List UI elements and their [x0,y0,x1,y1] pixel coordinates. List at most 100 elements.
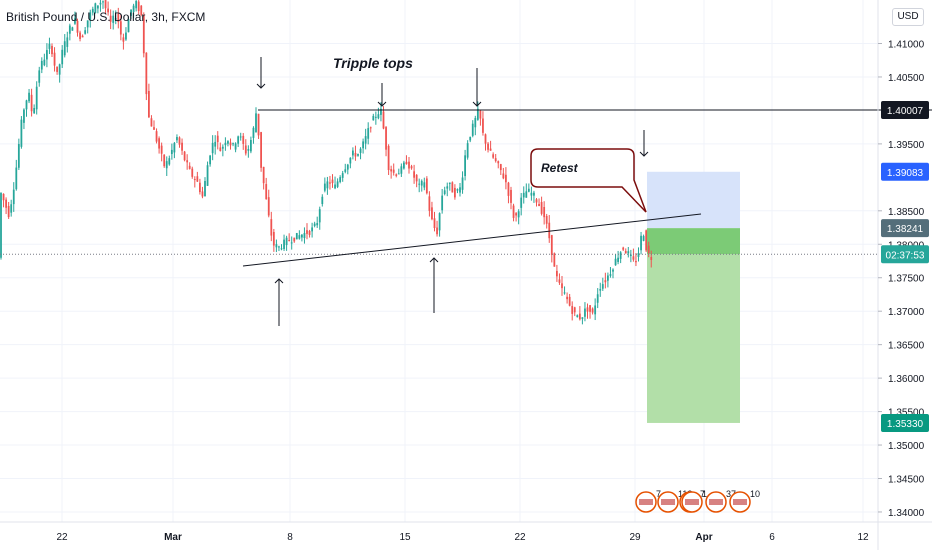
price-tick-label: 1.37000 [888,307,925,318]
candle-body [196,176,199,182]
candle-body [512,205,515,218]
symbol-title[interactable]: British Pound / U.S. Dollar, 3h, FXCM [6,10,206,24]
candle-body [619,252,622,259]
candle-body [469,136,472,141]
candle-body [170,149,173,155]
time-axis[interactable]: 22 Mar 8 15 22 29 Apr 6 12 [56,532,869,543]
candle-body [191,168,194,177]
candle-body [627,251,630,254]
currency-selector[interactable]: USD [892,8,924,26]
candle-body [51,45,53,55]
candle-body [46,50,48,60]
candle-body [81,35,84,38]
candle-body [43,59,46,66]
candle-body [33,108,36,114]
price-badges: 1.40007 1.39083 1.38241 02:37:53 1.35330 [881,100,929,432]
candle-body [545,215,548,224]
candle-body [456,189,459,191]
candle-body [571,306,574,314]
candle-body [74,18,76,24]
candle-body [408,161,410,169]
candle-body [622,247,625,250]
candle-body [84,30,87,34]
candle-body [321,196,324,205]
candle-body [265,184,268,200]
candle-body [17,144,20,168]
price-tick-label: 1.39500 [888,140,925,151]
candle-body [234,143,237,150]
flag-stripe [661,499,675,505]
candle-body [433,218,436,228]
price-tick-label: 1.37500 [888,274,925,285]
candle-body [109,15,112,22]
candle-body [466,143,469,158]
candle-body [558,279,561,283]
candle-body [474,118,477,128]
event-count-label: 37 [726,489,736,499]
down-arrow-head [639,151,649,157]
candle-body [260,132,262,168]
time-tick-label: 8 [287,532,293,543]
candle-body [650,256,653,261]
candle-body [374,116,377,118]
down-arrow-head [256,83,266,89]
candle-body [160,145,163,154]
candle-body [640,235,642,251]
candle-body [624,250,627,254]
candle-body [499,164,502,171]
down-arrow-head [472,101,482,107]
candle-body [533,192,535,196]
candle-body [306,230,308,234]
candle-body [5,199,7,208]
candle-body [635,261,637,263]
candle-body [20,119,23,147]
candle-body [359,148,362,153]
candle-body [494,158,497,162]
candle-body [63,41,66,56]
candle-body [97,5,99,9]
candle-body [441,195,444,211]
price-badge [881,162,929,181]
candle-body [550,235,553,255]
down-arrow-head [377,101,387,107]
candle-body [173,143,176,153]
candle-body [15,167,18,190]
price-tick-label: 1.34500 [888,475,925,486]
candle-body [561,283,563,289]
candle-body [193,179,196,181]
candle-body [413,171,415,178]
event-count-label: 7 [656,489,661,499]
candle-body [183,151,186,161]
candle-body [204,181,206,197]
candle-body [308,230,311,235]
candle-body [489,148,492,151]
candle-body [86,20,89,28]
candle-body [303,233,306,239]
chart-annotations: Tripple tops Retest [333,55,647,213]
time-tick-label: 12 [857,532,869,543]
candle-body [497,161,500,164]
candle-body [540,201,543,214]
candle-body [252,127,255,138]
candle-body [464,155,466,177]
candle-body [339,177,342,182]
candle-body [576,315,579,318]
candle-body [451,182,454,193]
candle-body [288,240,291,242]
candle-body [135,0,138,9]
candle-body [35,86,38,110]
candle-body [148,90,150,118]
candle-body [334,184,336,189]
event-count-label: 1 [702,489,707,499]
candle-body [283,239,285,249]
candle-body [94,3,97,14]
candle-body [612,269,614,272]
candle-body [66,37,69,47]
candle-body [586,307,589,312]
retest-label: Retest [541,161,579,175]
event-markers[interactable]: 7113713710 [635,489,760,513]
candle-body [79,32,81,39]
price-tick-label: 1.38500 [888,207,925,218]
